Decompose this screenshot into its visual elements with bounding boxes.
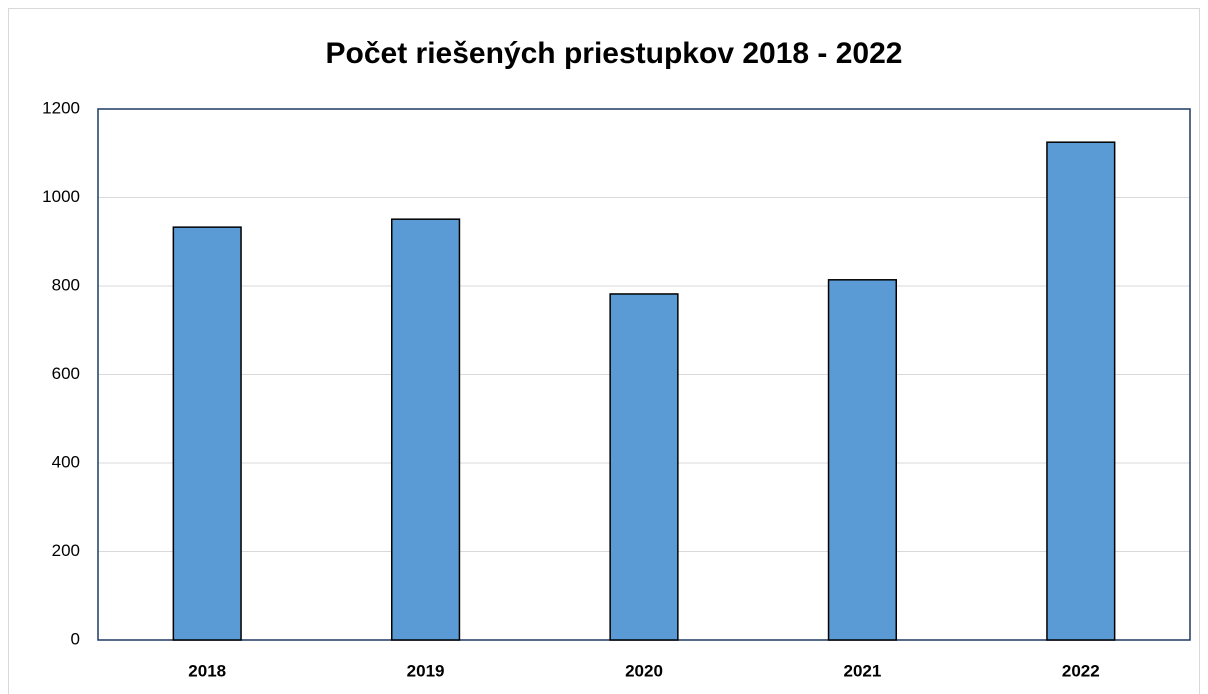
y-tick-label: 800 — [52, 275, 80, 294]
x-tick-label: 2019 — [407, 661, 445, 680]
y-tick-label: 1000 — [42, 187, 80, 206]
x-tick-label: 2021 — [843, 661, 881, 680]
x-tick-label: 2020 — [625, 661, 663, 680]
bar — [1046, 141, 1116, 641]
x-tick-label: 2018 — [188, 661, 226, 680]
y-tick-label: 0 — [71, 629, 80, 648]
chart-title: Počet riešených priestupkov 2018 - 2022 — [326, 37, 903, 70]
y-tick-label: 400 — [52, 452, 80, 471]
bar — [390, 218, 461, 641]
bar — [172, 226, 242, 641]
bar — [827, 279, 898, 641]
y-tick-label: 1200 — [42, 98, 80, 117]
bar — [609, 293, 679, 641]
x-tick-label: 2022 — [1062, 661, 1100, 680]
y-tick-label: 200 — [52, 541, 80, 560]
y-tick-label: 600 — [52, 364, 80, 383]
